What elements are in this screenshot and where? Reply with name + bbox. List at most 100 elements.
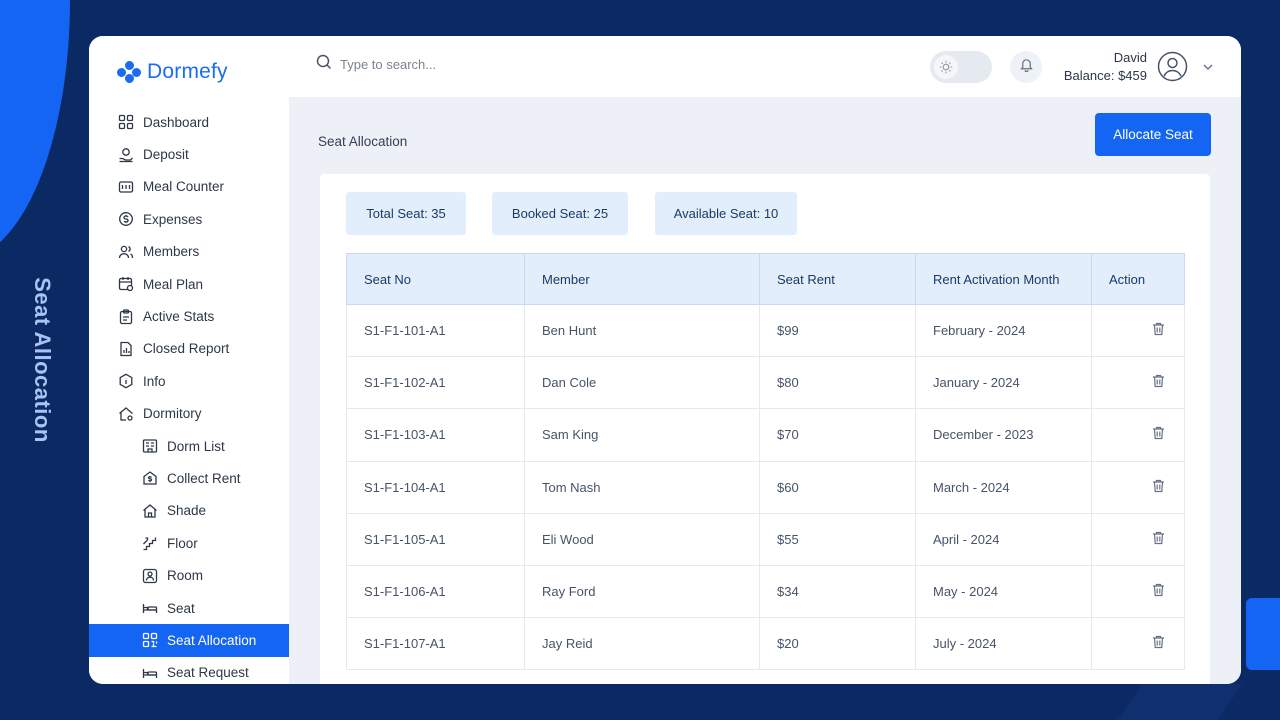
clipboard-icon [118,308,134,325]
sidebar-item-label: Seat [167,600,195,616]
sidebar-item-label: Seat Request [167,665,249,681]
main-content: Seat Allocation Allocate Seat Total Seat… [289,97,1241,684]
cell-action [1091,564,1185,619]
page-title: Seat Allocation [318,134,408,149]
trash-icon[interactable] [1152,322,1165,339]
sidebar: Dormefy Dashboard Deposit Meal Counter E… [89,36,289,684]
trash-icon[interactable] [1152,531,1165,548]
table-row: S1-F1-105-A1 Eli Wood $55 April - 2024 [346,512,1185,566]
sidebar-item-seat-request[interactable]: Seat Request [89,657,289,684]
sidebar-item-label: Meal Plan [143,276,204,292]
search-bar [316,54,560,75]
sidebar-item-meal-plan[interactable]: Meal Plan [89,268,289,300]
notification-button[interactable] [1010,51,1042,83]
cell-rent-month: February - 2024 [915,303,1092,358]
background-accent [1117,684,1243,720]
sidebar-item-label: Deposit [143,147,189,163]
chevron-down-icon[interactable] [1201,60,1215,74]
sidebar-item-label: Dashboard [143,114,210,130]
sun-icon [934,55,958,79]
sidebar-item-floor[interactable]: Floor [89,527,289,559]
sidebar-item-members[interactable]: Members [89,236,289,268]
cell-member: Jay Reid [524,617,760,671]
cell-rent-month: January - 2024 [915,356,1092,410]
sidebar-item-dashboard[interactable]: Dashboard [89,106,289,138]
trash-icon[interactable] [1152,426,1165,443]
cell-member: Tom Nash [524,460,760,514]
trash-icon[interactable] [1152,635,1165,652]
trash-icon[interactable] [1152,374,1165,391]
cell-rent-month: May - 2024 [915,564,1092,619]
info-icon [118,373,134,389]
brand-name: Dormefy [147,60,228,83]
search-icon [316,54,332,75]
user-info[interactable]: David Balance: $459 [1059,49,1147,85]
cell-rent-month: July - 2024 [915,617,1092,671]
bed-icon [142,665,158,681]
allocate-seat-button[interactable]: Allocate Seat [1095,113,1211,156]
home-gear-icon [118,406,134,422]
theme-toggle[interactable] [930,51,992,83]
sidebar-item-seat-allocation[interactable]: Seat Allocation [89,624,289,657]
cell-seat-no: S1-F1-102-A1 [346,356,525,410]
cell-seat-rent: $55 [759,512,916,566]
trash-icon[interactable] [1152,583,1165,600]
sidebar-item-dorm-list[interactable]: Dorm List [89,430,289,462]
sidebar-item-collect-rent[interactable]: Collect Rent [89,462,289,494]
sidebar-item-label: Room [167,568,204,584]
sidebar-item-label: Active Stats [143,309,215,325]
avatar[interactable] [1157,51,1188,82]
house-dollar-icon [142,470,158,486]
sidebar-item-shade[interactable]: Shade [89,495,289,527]
cell-seat-rent: $34 [759,564,916,619]
grid-icon [118,114,134,130]
sidebar-item-label: Collect Rent [167,470,241,486]
sidebar-item-seat[interactable]: Seat [89,592,289,624]
cell-seat-no: S1-F1-105-A1 [346,512,525,566]
column-header-member: Member [524,253,760,305]
sidebar-nav: Dashboard Deposit Meal Counter Expenses … [89,106,289,684]
sidebar-item-closed-report[interactable]: Closed Report [89,333,289,365]
cell-seat-rent: $20 [759,617,916,671]
sidebar-item-label: Meal Counter [143,179,225,195]
cell-seat-rent: $60 [759,460,916,514]
cell-member: Dan Cole [524,356,760,410]
cell-seat-no: S1-F1-106-A1 [346,564,525,619]
sidebar-item-room[interactable]: Room [89,559,289,591]
sidebar-item-info[interactable]: Info [89,365,289,397]
user-name: David [1113,50,1147,65]
bed-icon [142,600,158,616]
counter-icon [118,179,134,195]
sidebar-item-active-stats[interactable]: Active Stats [89,300,289,332]
deposit-icon [118,147,134,163]
logo-icon [117,61,141,83]
cell-rent-month: December - 2023 [915,408,1092,462]
column-header-action: Action [1091,253,1185,305]
sidebar-item-expenses[interactable]: Expenses [89,203,289,235]
sidebar-item-deposit[interactable]: Deposit [89,138,289,170]
column-header-rent-activation-month: Rent Activation Month [915,253,1092,305]
calendar-icon [118,276,134,292]
cell-action [1091,460,1185,514]
user-balance: Balance: $459 [1063,68,1147,83]
bell-icon [1019,57,1034,77]
brand-logo[interactable]: Dormefy [117,60,228,84]
cell-action [1091,303,1185,358]
cell-seat-no: S1-F1-103-A1 [346,408,525,462]
cell-member: Ray Ford [524,564,760,619]
users-icon [118,244,134,260]
house-icon [142,503,158,519]
cell-seat-no: S1-F1-107-A1 [346,617,525,671]
sidebar-item-label: Shade [167,503,207,519]
room-icon [142,568,158,584]
cell-member: Sam King [524,408,760,462]
trash-icon[interactable] [1152,479,1165,496]
search-input[interactable] [340,57,560,72]
sidebar-item-dormitory[interactable]: Dormitory [89,398,289,430]
stat-booked-seat: Booked Seat: 25 [492,192,628,235]
stat-available-seat: Available Seat: 10 [655,192,797,235]
sidebar-item-label: Dorm List [167,438,225,454]
table-header-row: Seat No Member Seat Rent Rent Activation… [346,253,1185,305]
qr-grid-icon [142,632,158,648]
sidebar-item-meal-counter[interactable]: Meal Counter [89,171,289,203]
